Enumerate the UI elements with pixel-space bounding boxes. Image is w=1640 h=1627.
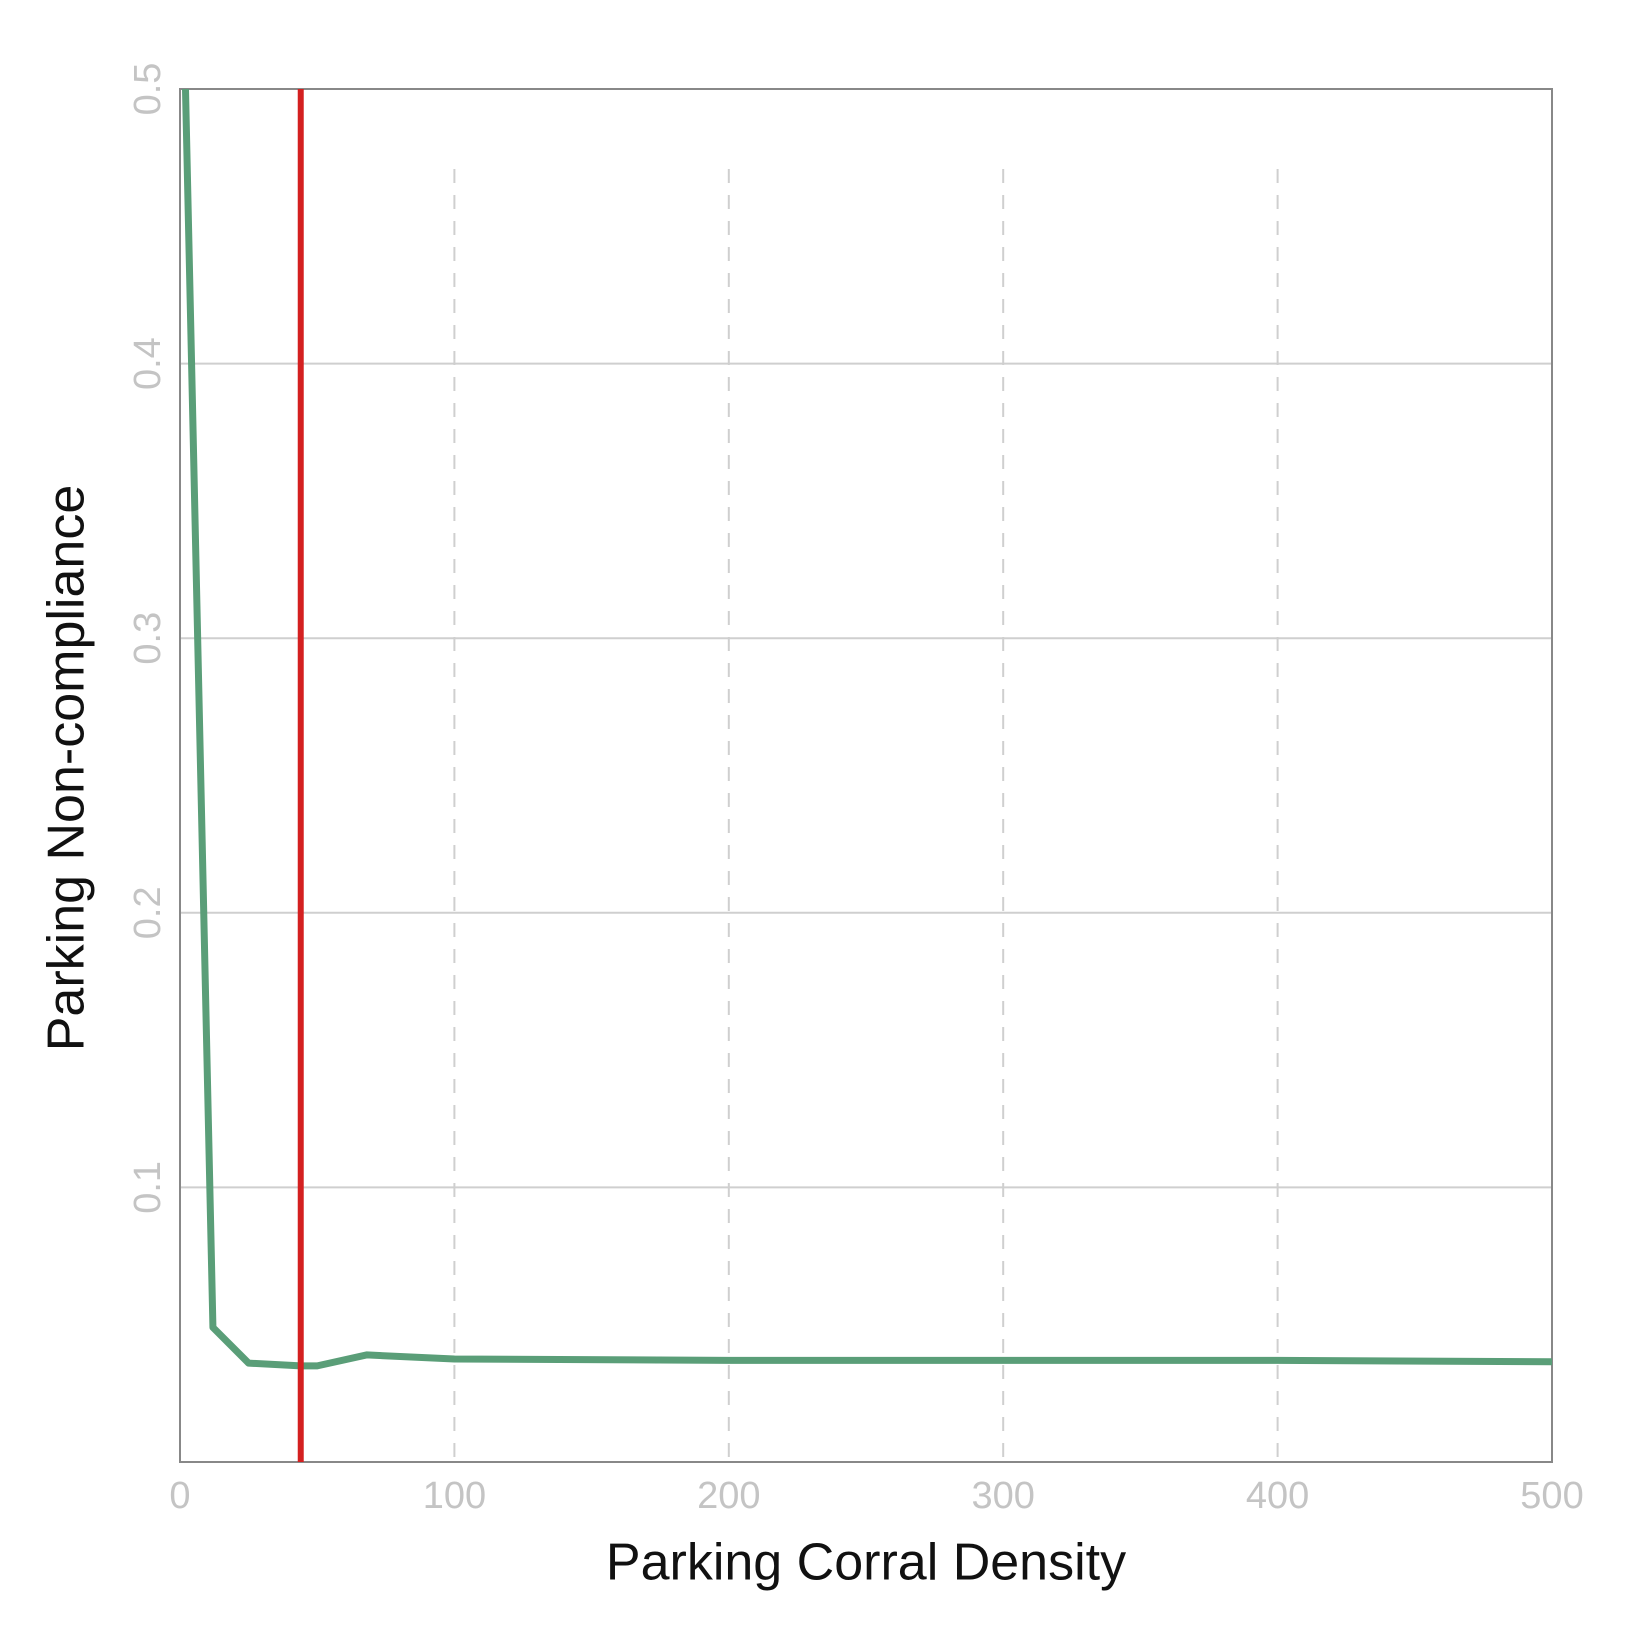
x-tick-label: 200 — [697, 1475, 760, 1517]
line — [181, 89, 1552, 1370]
y-axis-title: Parking Non-compliance — [38, 485, 96, 1052]
y-tick-label: 0.3 — [127, 612, 169, 665]
x-tick-label: 0 — [169, 1475, 190, 1517]
x-tick-label: 400 — [1246, 1475, 1309, 1517]
y-tick-label: 0.4 — [127, 337, 169, 390]
plot-frame — [179, 88, 1553, 1463]
x-tick-label: 500 — [1520, 1475, 1583, 1517]
y-tick-label: 0.2 — [127, 886, 169, 939]
x-tick-label: 300 — [971, 1475, 1034, 1517]
x-tick-label: 100 — [423, 1475, 486, 1517]
x-axis-title: Parking Corral Density — [606, 1534, 1126, 1592]
y-tick-label: 0.1 — [127, 1161, 169, 1214]
y-tick-label: 0.5 — [127, 63, 169, 116]
